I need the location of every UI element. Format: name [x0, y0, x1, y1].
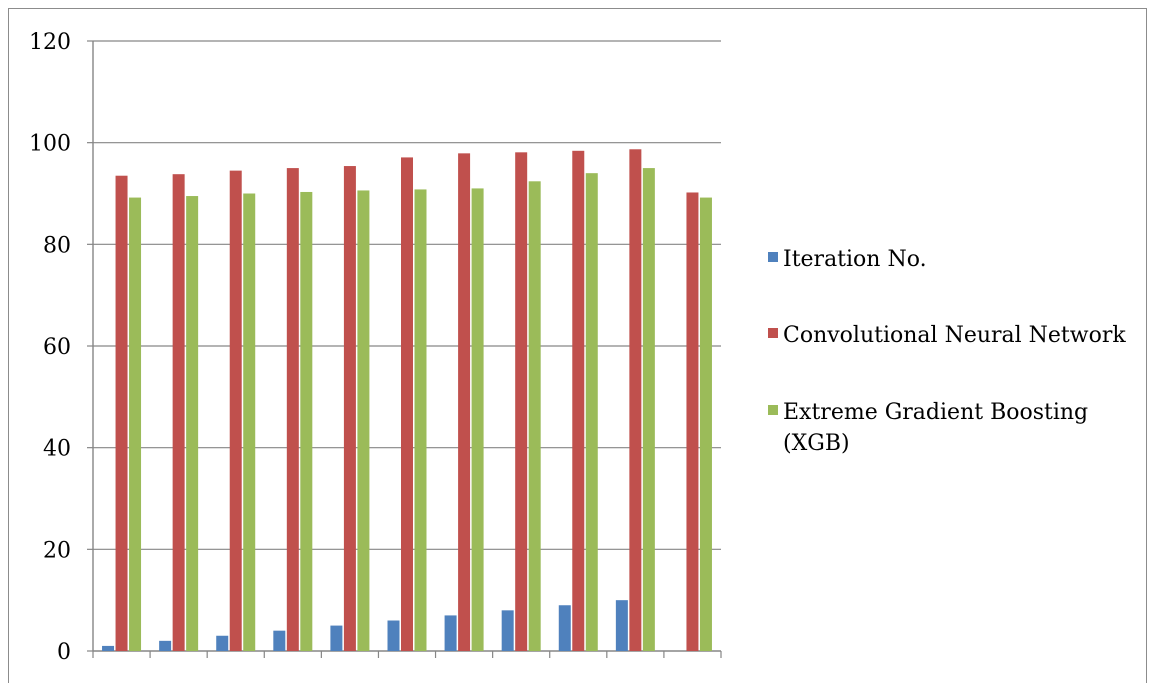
bar: [642, 168, 655, 652]
bar: [401, 157, 413, 652]
bar: [273, 630, 286, 651]
bar: [615, 600, 628, 651]
y-tick-label: 120: [29, 30, 71, 55]
bar: [471, 188, 484, 651]
chart-frame: [8, 8, 1147, 683]
y-tick-label: 80: [43, 233, 71, 258]
y-tick-label: 0: [57, 640, 71, 665]
legend-swatch: [768, 252, 778, 262]
bar: [186, 196, 199, 651]
y-tick-label: 40: [43, 437, 71, 462]
y-tick-label: 60: [43, 335, 71, 360]
bar: [558, 605, 571, 651]
bar: [300, 191, 313, 651]
bar: [528, 181, 541, 652]
bar: [102, 645, 115, 651]
bar: [129, 197, 142, 652]
bar: [229, 170, 242, 651]
bar: [243, 193, 256, 651]
legend: Iteration No. Convolutional Neural Networ…: [768, 247, 1126, 456]
bar: [286, 168, 299, 652]
bar: [387, 620, 400, 651]
bar: [357, 190, 370, 651]
bars: [102, 149, 712, 652]
bar: [458, 153, 471, 651]
legend-label: Iteration No.: [783, 247, 927, 272]
bar: [629, 149, 642, 651]
bar: [686, 192, 699, 651]
bar: [572, 150, 585, 652]
bar: [515, 152, 528, 651]
bar: [699, 197, 712, 652]
bar: [159, 640, 172, 651]
y-tick-label: 20: [43, 538, 71, 563]
bar: [444, 615, 457, 651]
bar: [172, 174, 185, 651]
legend-label: Extreme Gradient Boosting: [783, 400, 1088, 425]
legend-swatch: [768, 328, 778, 338]
bar: [216, 635, 229, 651]
legend-swatch: [768, 405, 778, 415]
bar: [115, 175, 128, 652]
bar: [343, 166, 356, 652]
bar: [330, 625, 343, 651]
legend-label: (XGB): [783, 431, 850, 456]
bar: [414, 189, 427, 651]
bar: [501, 610, 514, 651]
y-tick-label: 100: [29, 132, 71, 157]
legend-label: Convolutional Neural Network: [783, 323, 1126, 348]
bar: [585, 173, 598, 651]
